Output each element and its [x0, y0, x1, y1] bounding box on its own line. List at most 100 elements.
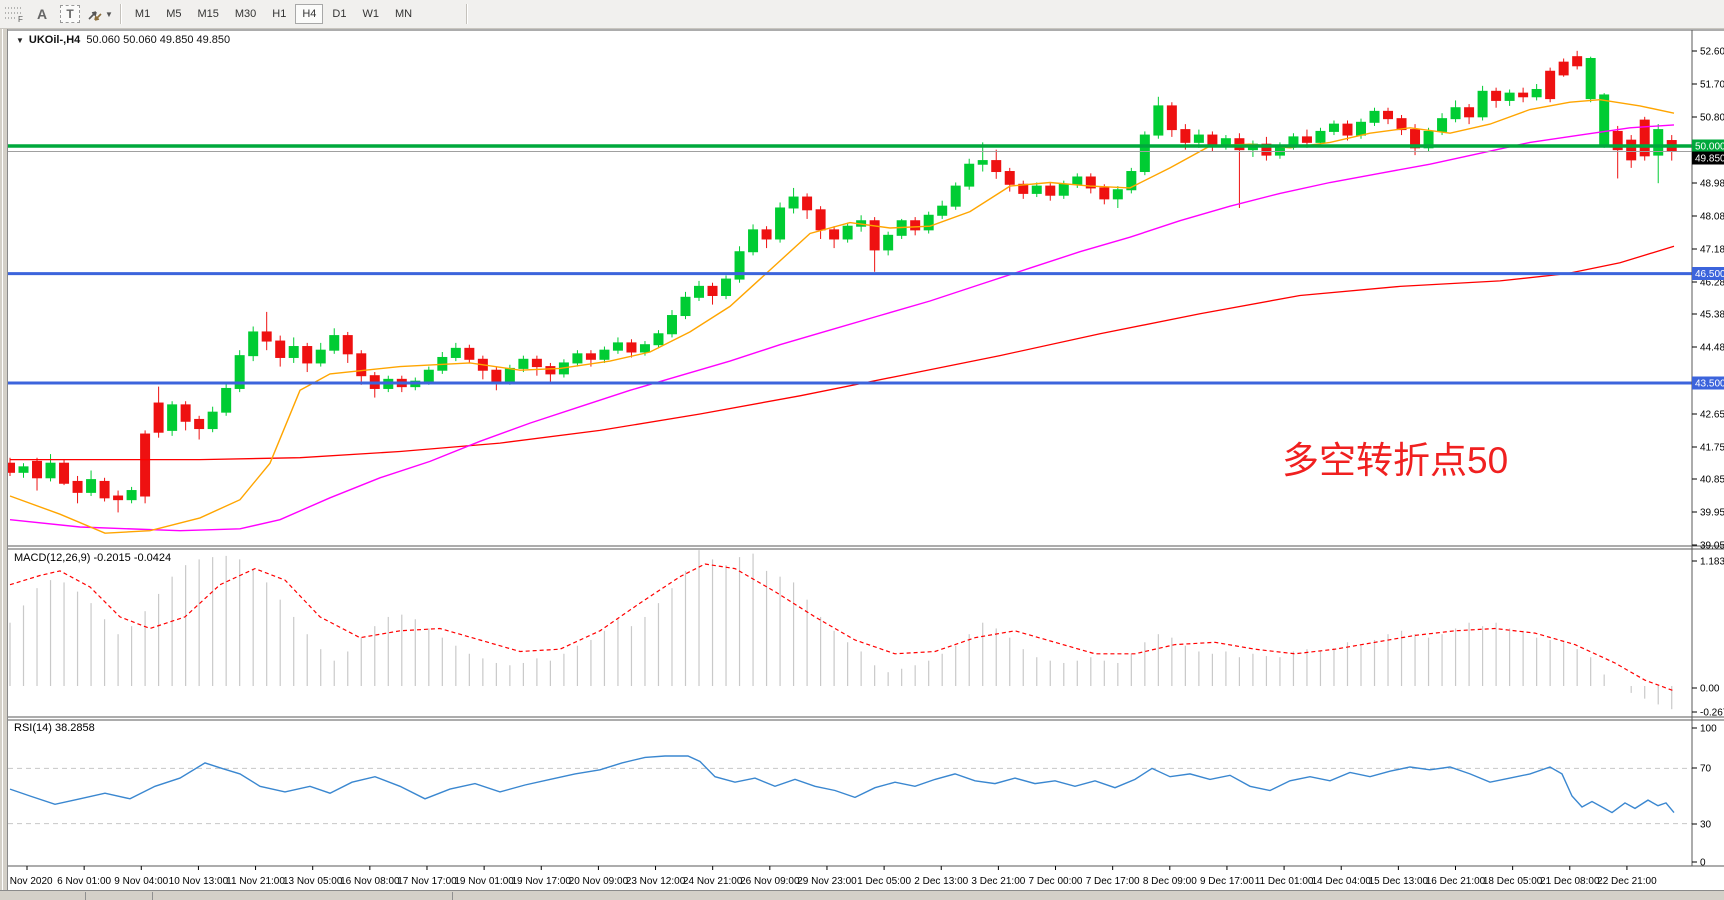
time-tick-label: 21 Dec 08:00	[1540, 876, 1600, 887]
fibonacci-grid-glyph: F	[5, 7, 23, 23]
timeframe-button-d1[interactable]: D1	[332, 8, 347, 20]
candle-up	[1599, 94, 1610, 145]
candle-up	[1423, 130, 1434, 149]
candle-up	[1477, 90, 1488, 118]
candle-down	[531, 358, 542, 368]
text-object-glyph: T	[60, 5, 80, 23]
time-tick-label: 3 Dec 21:00	[971, 876, 1025, 887]
candle-down	[707, 285, 718, 296]
candle-up	[504, 367, 515, 382]
time-tick-label: 18 Dec 05:00	[1483, 876, 1543, 887]
time-tick-label: 4 Nov 2020	[1, 876, 53, 887]
candle-up	[450, 347, 461, 358]
candle-up	[1031, 185, 1042, 194]
arrows-object-icon[interactable]: ▼	[86, 3, 113, 25]
price-tick-label: 48.980	[1700, 179, 1724, 190]
candle-down	[1410, 129, 1421, 149]
candle-down	[829, 229, 840, 240]
candle-up	[315, 349, 326, 364]
indicator-tick-label: 100	[1700, 724, 1717, 735]
candle-up	[1450, 107, 1461, 120]
candle-up	[167, 404, 178, 431]
text-object-icon[interactable]: T	[58, 3, 82, 25]
timeframe-button-h1[interactable]: H1	[272, 8, 287, 20]
price-line-box-label: 46.500	[1695, 269, 1724, 280]
ma-red-slow	[10, 245, 1675, 461]
candle-up	[721, 278, 732, 296]
price-line-box-label: 49.850	[1695, 154, 1724, 165]
fibonacci-grid-icon[interactable]: F	[2, 3, 26, 25]
timeframe-button-mn[interactable]: MN	[394, 8, 413, 20]
timeframe-button-m5[interactable]: M5	[166, 8, 182, 20]
candle-up	[923, 214, 934, 231]
candle-up	[1153, 105, 1164, 136]
bottom-tab-strip[interactable]	[0, 890, 1724, 900]
chart-text-annotation[interactable]: 多空转折点50	[1282, 440, 1509, 481]
tab-divider	[152, 892, 153, 900]
time-tick-label: 7 Dec 17:00	[1086, 876, 1140, 887]
candle-up	[1328, 123, 1339, 132]
macd-signal-line	[9, 563, 1675, 692]
candle-up	[788, 196, 799, 209]
time-tick-label: 26 Nov 09:00	[740, 876, 800, 887]
candle-down	[1558, 61, 1569, 76]
price-line-box-label: 43.500	[1695, 379, 1724, 390]
candle-up	[775, 207, 786, 240]
ma-orange-fast	[9, 98, 1675, 534]
timeframe-button-m1[interactable]: M1	[134, 8, 151, 20]
candle-up	[937, 205, 948, 216]
rsi-line	[9, 755, 1675, 814]
time-tick-label: 20 Nov 09:00	[569, 876, 629, 887]
candle-up	[234, 355, 245, 389]
candle-down	[59, 462, 70, 484]
candle-down	[180, 404, 191, 422]
candle-down	[585, 353, 596, 360]
candle-up	[518, 358, 529, 369]
timeframe-button-h4[interactable]: H4	[295, 4, 324, 24]
time-tick-label: 29 Nov 23:00	[797, 876, 857, 887]
timeframe-button-m15[interactable]: M15	[197, 8, 219, 20]
candle-down	[1612, 130, 1623, 151]
candle-up	[694, 285, 705, 298]
candle-down	[464, 347, 475, 360]
price-tick-label: 41.755	[1700, 443, 1724, 454]
symbol-period: UKOil-,H4	[28, 34, 81, 46]
candle-up	[1653, 129, 1664, 156]
time-axis: 4 Nov 2020 6 Nov 01:00 9 Nov 04:00 10 Nov 1…	[1, 866, 1657, 887]
candle-up	[1112, 189, 1123, 200]
price-axis: 52.605 51.705 50.805 48.980 48.080 47.180 46.2…	[1692, 47, 1724, 552]
candle-up	[45, 462, 56, 479]
time-tick-label: 16 Dec 21:00	[1426, 876, 1486, 887]
candle-up	[639, 344, 650, 353]
collapse-triangle-icon[interactable]: ▼	[16, 36, 24, 45]
candle-down	[1464, 107, 1475, 118]
indicator-tick-label: 0	[1700, 858, 1706, 869]
timeframe-button-m30[interactable]: M30	[234, 8, 257, 20]
ma-magenta-medium	[9, 124, 1675, 532]
price-tick-label: 47.180	[1700, 245, 1724, 256]
text-label-icon[interactable]: A	[36, 6, 48, 22]
candle-down	[491, 369, 502, 382]
price-line-box	[1692, 267, 1724, 280]
candle-up	[1315, 130, 1326, 143]
rsi-indicator-label: RSI(14) 38.2858	[14, 722, 95, 734]
time-tick-label: 2 Dec 13:00	[914, 876, 968, 887]
time-tick-label: 11 Dec 01:00	[1255, 876, 1314, 887]
candle-up	[1072, 176, 1083, 185]
price-tick-label: 46.280	[1700, 278, 1724, 289]
time-tick-label: 19 Nov 01:00	[454, 876, 514, 887]
timeframe-button-w1[interactable]: W1	[362, 8, 379, 20]
time-tick-label: 23 Nov 12:00	[626, 876, 686, 887]
candle-down	[1099, 187, 1110, 200]
timeframe-buttons: M1 M5 M15 M30 H1 H4 D1 W1 MN	[127, 4, 420, 24]
candle-down	[1518, 92, 1529, 98]
candle-down	[626, 342, 637, 353]
candle-down	[1342, 123, 1353, 136]
candle-down	[1491, 90, 1502, 101]
candle-down	[194, 418, 205, 430]
candle-up	[329, 335, 340, 351]
dropdown-caret-icon[interactable]: ▼	[105, 9, 113, 19]
time-tick-label: 6 Nov 01:00	[57, 876, 111, 887]
